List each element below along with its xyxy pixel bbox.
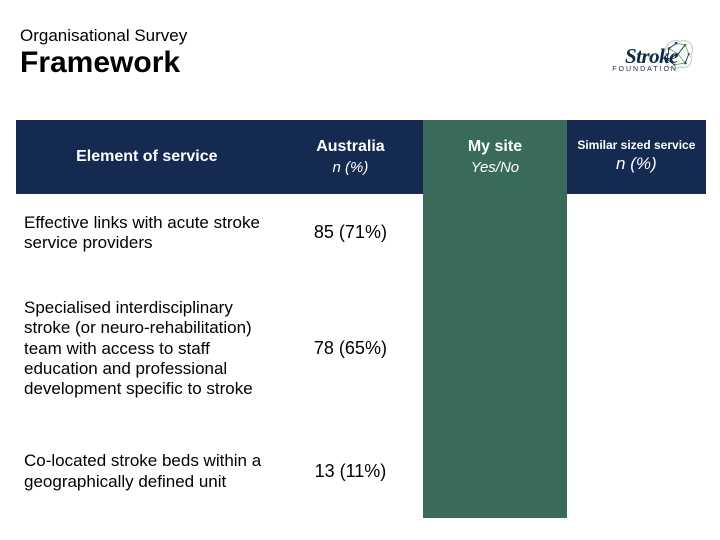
page-title: Framework — [20, 46, 180, 80]
cell-element: Effective links with acute stroke servic… — [16, 194, 278, 272]
cell-similar — [567, 426, 706, 518]
col-header-similar-sub: n (%) — [616, 154, 657, 173]
cell-australia: 85 (71%) — [278, 194, 424, 272]
cell-mysite — [423, 194, 566, 272]
pretitle: Organisational Survey — [20, 26, 187, 46]
slide: Organisational Survey Framework — [0, 0, 720, 540]
logo-sub: FOUNDATION — [612, 66, 678, 73]
col-header-similar-label: Similar sized service — [575, 139, 698, 152]
cell-mysite — [423, 426, 566, 518]
cell-mysite — [423, 272, 566, 426]
col-header-mysite: My site Yes/No — [423, 120, 566, 194]
col-header-mysite-label: My site — [468, 138, 522, 155]
cell-element: Specialised interdisciplinary stroke (or… — [16, 272, 278, 426]
cell-australia: 13 (11%) — [278, 426, 424, 518]
table-row: Effective links with acute stroke servic… — [16, 194, 706, 272]
logo: Stroke FOUNDATION — [586, 36, 696, 80]
col-header-element: Element of service — [16, 120, 278, 194]
framework-table: Element of service Australia n (%) My si… — [16, 120, 706, 518]
col-header-australia: Australia n (%) — [278, 120, 424, 194]
col-header-mysite-sub: Yes/No — [431, 159, 558, 177]
table-row: Specialised interdisciplinary stroke (or… — [16, 272, 706, 426]
cell-similar — [567, 272, 706, 426]
col-header-similar: Similar sized service n (%) — [567, 120, 706, 194]
cell-australia: 78 (65%) — [278, 272, 424, 426]
col-header-australia-sub: n (%) — [286, 159, 416, 177]
col-header-australia-label: Australia — [316, 138, 384, 155]
cell-similar — [567, 194, 706, 272]
cell-element: Co-located stroke beds within a geograph… — [16, 426, 278, 518]
col-header-element-label: Element of service — [76, 148, 217, 165]
table-row: Co-located stroke beds within a geograph… — [16, 426, 706, 518]
